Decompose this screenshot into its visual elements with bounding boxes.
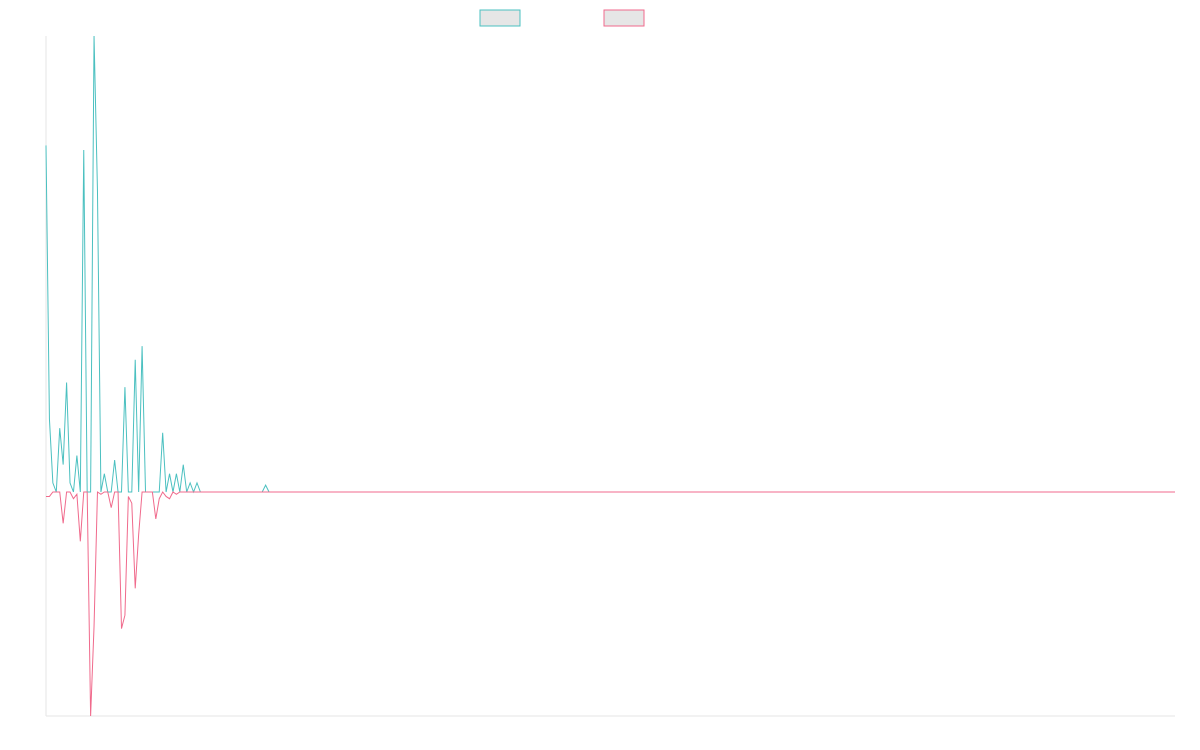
series-line-2 [46,491,1175,717]
legend-swatch-1 [479,9,521,27]
legend-item-2[interactable] [603,9,645,27]
series-group [45,35,1175,717]
legend-swatch-2 [603,9,645,27]
legend-item-1[interactable] [479,9,521,27]
legend [479,9,645,27]
axes [45,36,1175,717]
series-line-1 [45,35,1175,494]
